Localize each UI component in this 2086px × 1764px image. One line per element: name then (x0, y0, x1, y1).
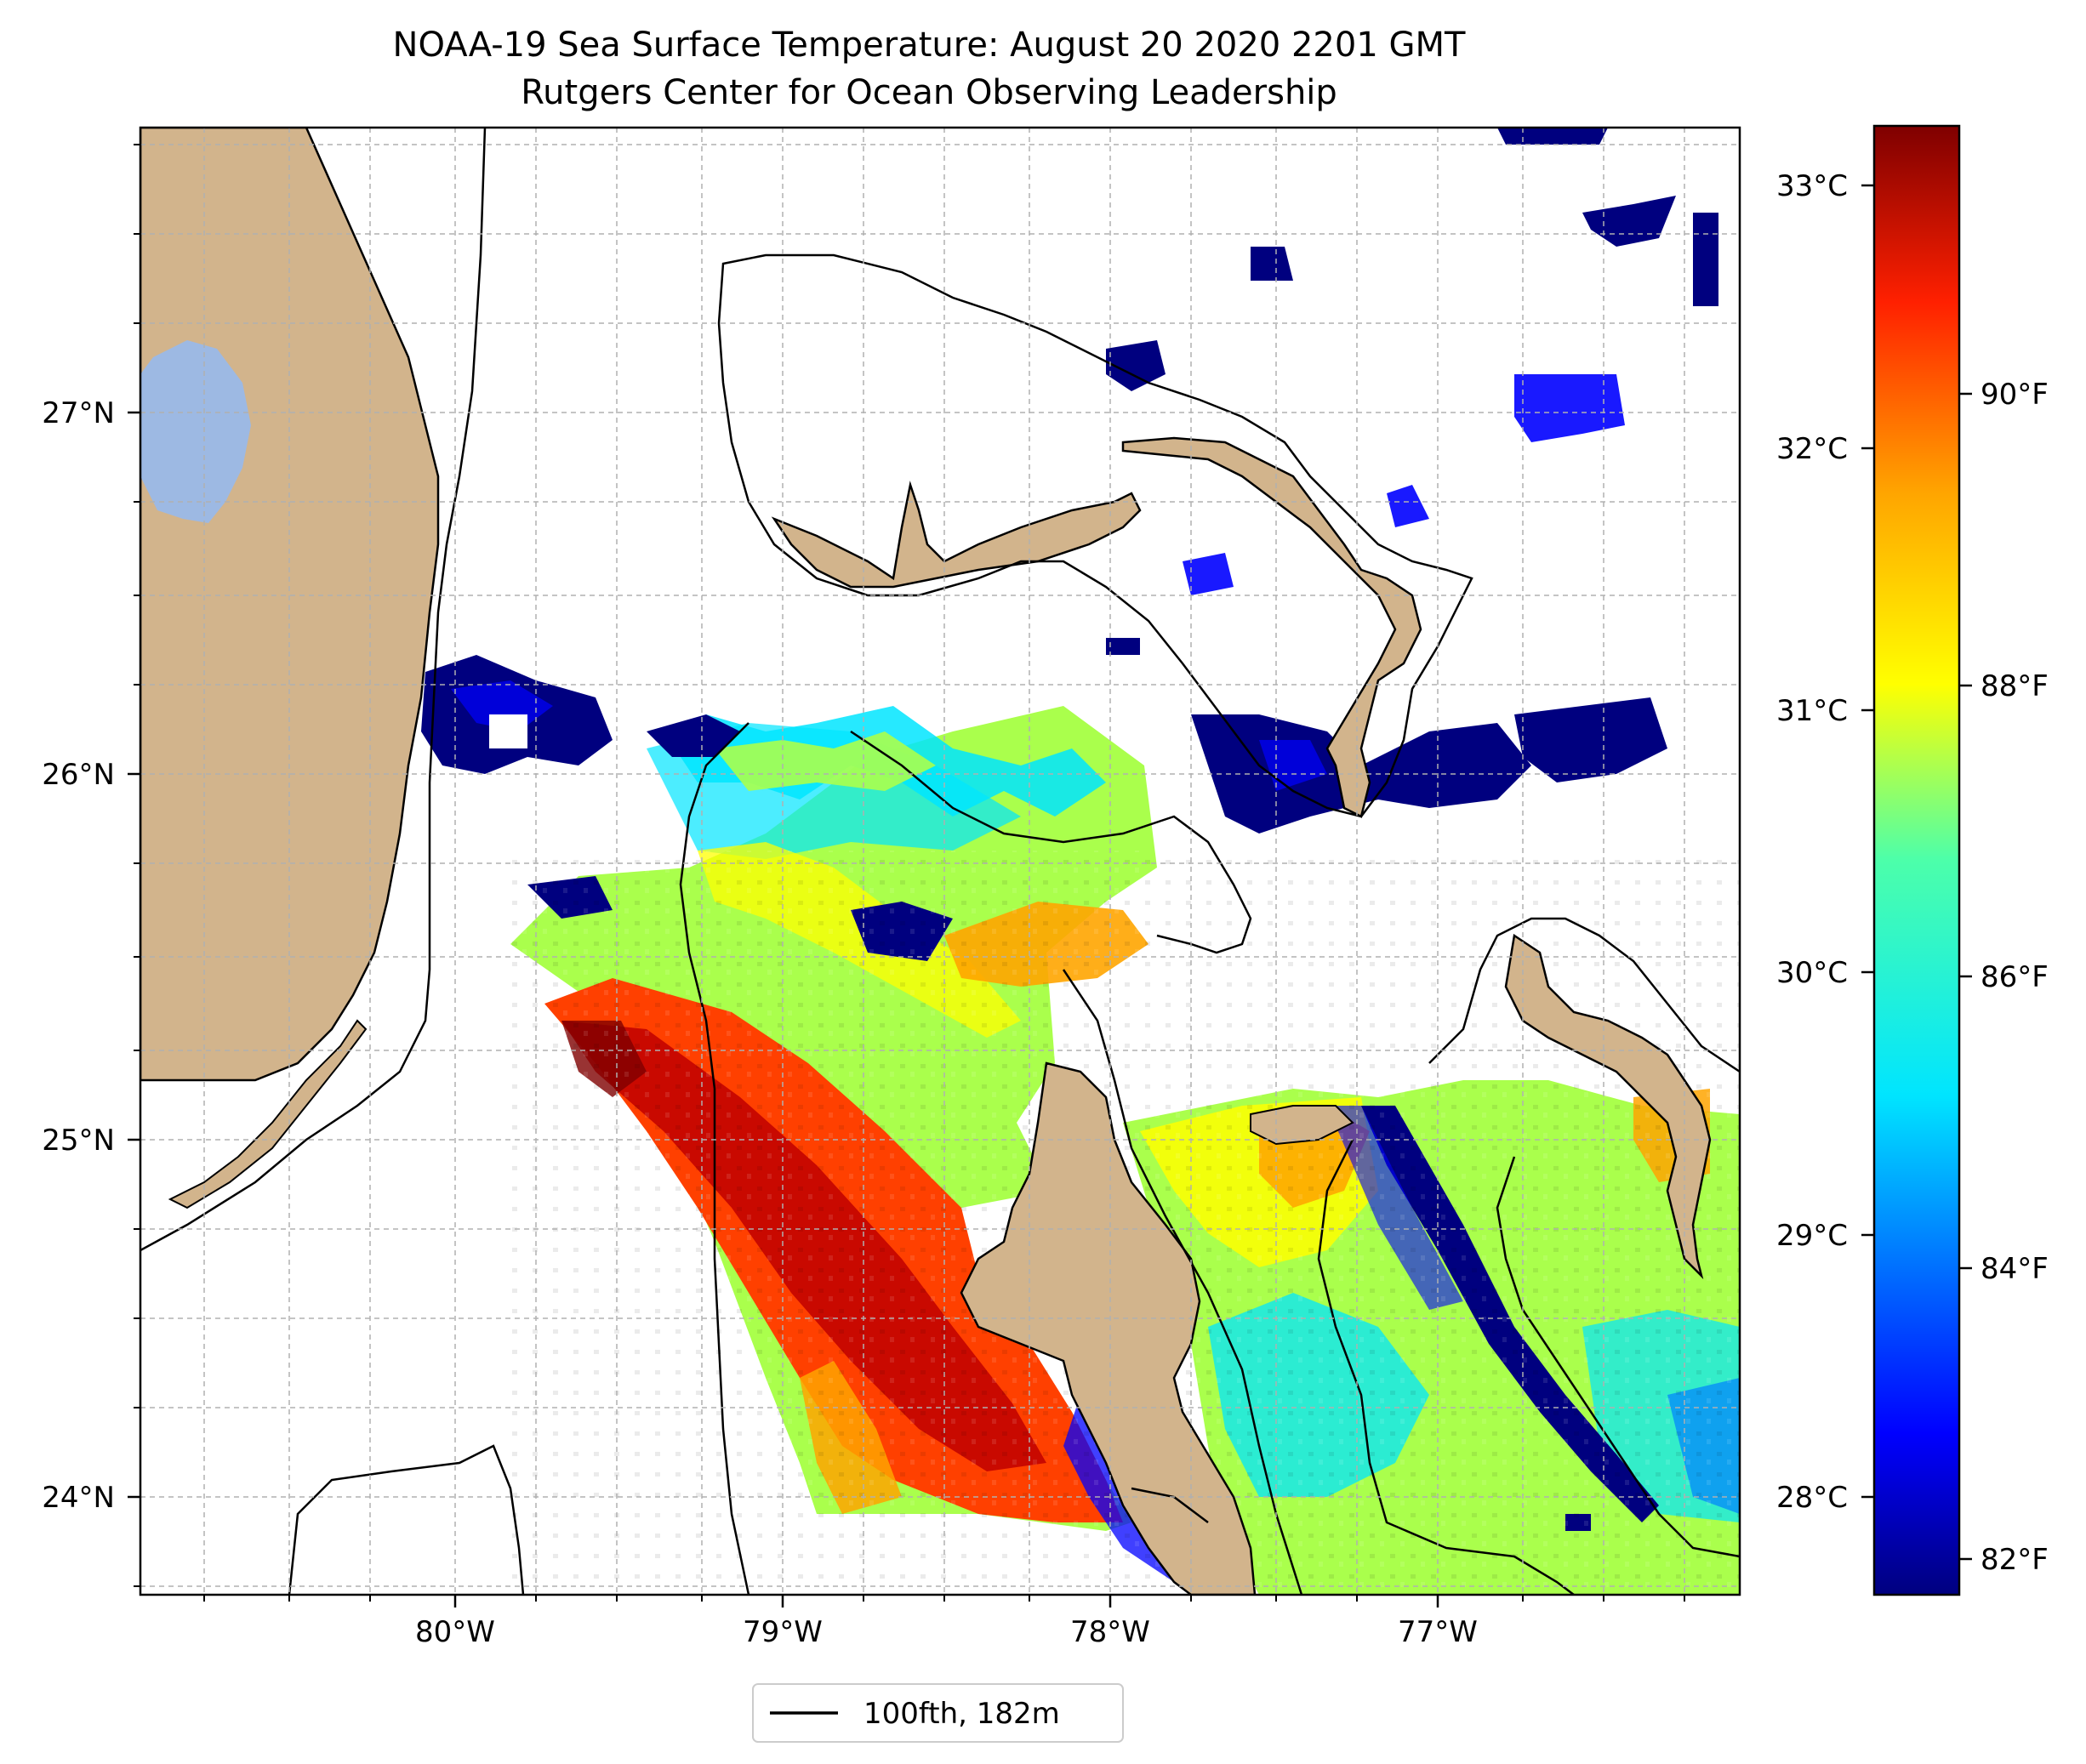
colorbar: 33°C 32°C 31°C 30°C 29°C 28°C 90°F 88°F … (1776, 124, 2049, 1596)
title-line-1: NOAA-19 Sea Surface Temperature: August … (393, 26, 1466, 65)
lat-label-24: 24°N (42, 1481, 115, 1515)
land-florida-keys (168, 1019, 368, 1209)
contour-tongue-of-ocean (1317, 1139, 1575, 1595)
land-abaco (1121, 436, 1422, 818)
sst-straits-hole (489, 714, 527, 748)
colorbar-f-82: 82°F (1981, 1543, 2049, 1577)
colorbar-c-32: 32°C (1776, 432, 1848, 466)
sst-patch-ne-7 (1183, 553, 1234, 595)
colorbar-f-88: 88°F (1981, 669, 2049, 703)
contour-eleuthera-bank (1428, 917, 1740, 1073)
colorbar-fahrenheit-ticks (1959, 392, 1972, 1561)
colorbar-c-30: 30°C (1776, 956, 1848, 990)
sst-patch-ne-6 (1514, 374, 1625, 442)
lake-okeechobee (140, 340, 251, 523)
map-frame (139, 126, 1741, 1596)
legend-box (752, 1683, 1124, 1743)
land-eleuthera (1504, 933, 1712, 1280)
title-line-2: Rutgers Center for Ocean Observing Leade… (521, 73, 1337, 112)
lat-label-27: 27°N (42, 396, 115, 430)
colorbar-gradient (1872, 124, 1961, 1596)
sst-patch-ne-4 (1251, 247, 1293, 281)
sst-patch-ne-2 (1582, 196, 1676, 247)
contour-exuma-sound (1496, 1156, 1740, 1558)
contour-florida-shelf (140, 128, 487, 1252)
lon-label-79: 79°W (743, 1615, 823, 1649)
colorbar-c-29: 29°C (1776, 1219, 1848, 1253)
land-andros (960, 1061, 1257, 1595)
legend: 100fth, 182m (752, 1683, 1124, 1743)
major-ticks (128, 411, 1439, 1608)
contour-great-bahama-bank (679, 722, 750, 1595)
colorbar-celsius-ticks (1861, 184, 1874, 1499)
sst-patch-ne-9 (1106, 638, 1140, 655)
sst-north-green (715, 731, 936, 791)
contour-cay-sal (288, 1444, 525, 1595)
sst-patch-ne-3 (1693, 213, 1718, 306)
sst-north-dark (647, 714, 740, 757)
land-berry-islands (1250, 1105, 1354, 1146)
lat-label-26: 26°N (42, 758, 115, 792)
lat-label-25: 25°N (42, 1124, 115, 1158)
gridlines (140, 128, 1740, 1595)
lon-label-77: 77°W (1398, 1615, 1478, 1649)
lon-label-78: 78°W (1070, 1615, 1150, 1649)
minor-ticks (134, 144, 1685, 1602)
sst-patch-ne-5 (1106, 340, 1166, 391)
lon-label-80: 80°W (415, 1615, 495, 1649)
colorbar-f-84: 84°F (1981, 1252, 2049, 1286)
colorbar-f-86: 86°F (1981, 960, 2049, 994)
sst-east-north-dark-2 (1514, 697, 1667, 782)
sst-patch-ne-1 (1497, 128, 1608, 145)
legend-label: 100fth, 182m (863, 1697, 1060, 1731)
map-area (140, 128, 1740, 1595)
colorbar-c-31: 31°C (1776, 694, 1848, 728)
sst-patch-ne-8 (1387, 485, 1429, 527)
colorbar-f-90: 90°F (1981, 378, 2049, 412)
colorbar-c-28: 28°C (1776, 1481, 1848, 1515)
colorbar-c-33: 33°C (1776, 169, 1848, 203)
